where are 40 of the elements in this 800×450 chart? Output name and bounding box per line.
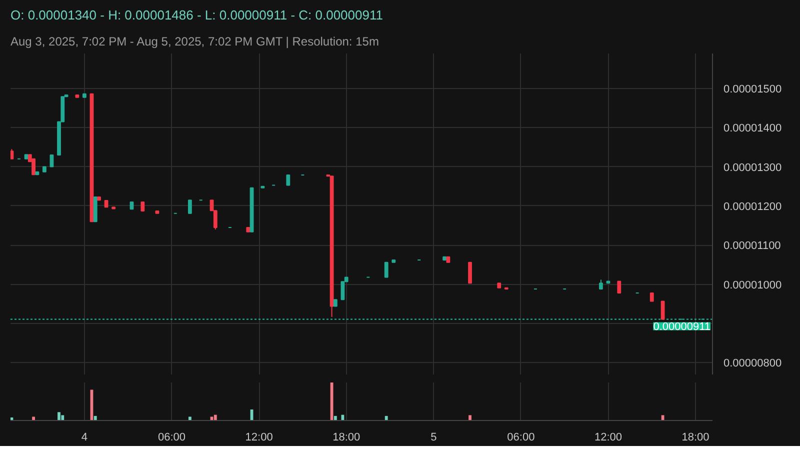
x-tick-label: 12:00 — [594, 432, 622, 444]
bar — [58, 412, 60, 420]
bar — [468, 415, 472, 420]
candlestick — [384, 262, 388, 278]
candlestick — [140, 202, 145, 212]
x-tick-label: 18:00 — [682, 432, 710, 444]
bar — [61, 415, 64, 420]
chart-title: O: 0.00001340 - H: 0.00001486 - L: 0.00000911 - C: 0.00000911 — [10, 8, 383, 22]
bar — [214, 414, 217, 420]
x-tick-label: 5 — [430, 432, 437, 444]
y-tick-label: 0.00001300 — [724, 162, 782, 174]
x-tick-label: 06:00 — [158, 432, 186, 444]
candlestick — [32, 158, 36, 176]
candlestick — [599, 279, 603, 290]
x-tick-label: 18:00 — [332, 432, 360, 444]
y-tick-label: 0.00000800 — [724, 358, 782, 370]
chart-subtitle: Aug 3, 2025, 7:02 PM - Aug 5, 2025, 7:02 PM GMT | Resolution: 15m — [10, 34, 379, 48]
ref-line-label: 0.00000911 — [653, 321, 711, 334]
candlestick — [340, 281, 345, 300]
x-tick-label: 4 — [81, 432, 88, 444]
candlestick — [10, 148, 14, 160]
candlestick — [286, 174, 290, 186]
y-tick-label: 0.00001200 — [724, 200, 782, 213]
y-tick-label: 0.00001500 — [724, 83, 782, 96]
x-tick-label: 12:00 — [245, 432, 273, 444]
candlestick — [617, 280, 622, 294]
bar — [384, 416, 388, 420]
candlestick — [660, 300, 665, 320]
x-tick-label: 06:00 — [507, 432, 535, 444]
bar — [32, 416, 35, 420]
bar — [330, 382, 334, 420]
candlestick — [188, 200, 192, 214]
bar — [188, 416, 192, 420]
y-tick-label: 0.00001000 — [724, 279, 782, 292]
y-tick-label: 0.00001100 — [724, 240, 781, 252]
bar — [94, 416, 97, 420]
bar — [334, 416, 337, 420]
candlestick — [50, 154, 54, 168]
y-tick-label: 0.00001400 — [724, 122, 782, 135]
candlestick — [468, 262, 472, 284]
